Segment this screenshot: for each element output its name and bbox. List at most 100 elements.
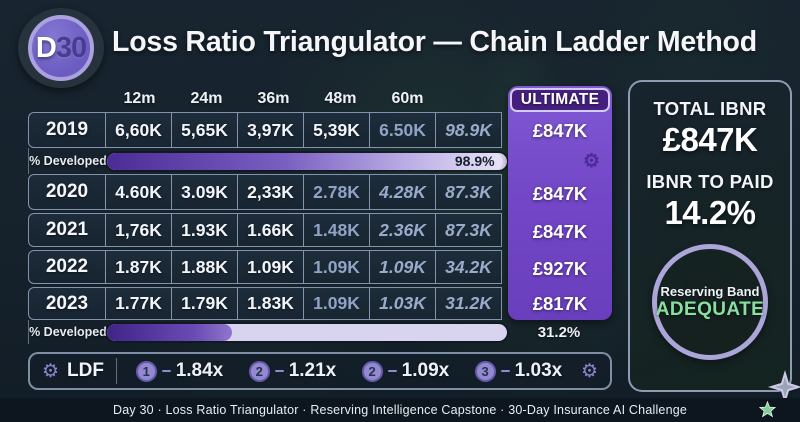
- table-row: 2019 6,60K 5,65K 3,97K 5,39K 6.50K 98.9K: [28, 112, 612, 148]
- loss-value-cell: 1.66K: [237, 213, 304, 247]
- loss-value-cell: 6.50K: [369, 112, 436, 148]
- loss-value-cell: 1.09K: [303, 287, 370, 320]
- logo-letter: D: [35, 31, 57, 64]
- reserving-band-indicator: Reserving Band ADEQUATE: [652, 244, 768, 360]
- developed-row: % Developed 31.2%: [28, 320, 612, 344]
- ultimate-value: £847K: [532, 182, 588, 204]
- ldf-settings-gear-icon-right[interactable]: ⚙: [580, 360, 598, 382]
- ldf-factor-badge: 2: [248, 360, 270, 382]
- ldf-factor-value: 1.84x: [175, 360, 224, 381]
- table-row: 2022 1.87K 1.88K 1.09K 1.09K 1.09K 34.2K: [28, 250, 612, 284]
- ultimate-value: £817K: [532, 292, 588, 314]
- table-row: 2021 1,76K 1.93K 1.66K 1.48K 2.36K 87.3K: [28, 213, 612, 247]
- accident-year-cell: 2019: [28, 112, 106, 148]
- loss-value-cell: 31.2K: [435, 287, 502, 320]
- development-triangle: 12m 24m 36m 48m 60m 2019 6,60K 5,65K 3,97K 5,39K 6…: [28, 86, 612, 344]
- loss-value-cell: 1.09K: [237, 250, 304, 284]
- loss-value-cell: 87.3K: [435, 213, 502, 247]
- ultimate-column: ULTIMATE £847K ⚙ £847K £847K £927K £817K: [508, 86, 612, 320]
- ldf-factor-value: 1.09x: [401, 360, 450, 381]
- reserving-band-label: Reserving Band: [660, 283, 760, 299]
- d30-logo: D 30: [18, 8, 104, 88]
- column-header: 12m: [123, 90, 156, 107]
- loss-value-cell: 5,65K: [171, 112, 238, 148]
- loss-value-cell: 1,76K: [105, 213, 172, 247]
- developed-row: % Developed 98.9%: [28, 148, 612, 174]
- page-title: Loss Ratio Triangulator — Chain Ladder M…: [112, 26, 757, 58]
- loss-value-cell: 1.09K: [303, 250, 370, 284]
- column-header: 48m: [324, 90, 357, 107]
- developed-percent-value: 31.2%: [537, 323, 581, 341]
- loss-value-cell: 2,33K: [237, 174, 304, 210]
- loss-value-cell: 1.88K: [171, 250, 238, 284]
- loss-value-cell: 6,60K: [105, 112, 172, 148]
- ldf-factor-connector: [274, 370, 284, 372]
- loss-value-cell: 1.93K: [171, 213, 238, 247]
- developed-progress-bar: [107, 323, 507, 341]
- ultimate-header: ULTIMATE: [510, 88, 610, 112]
- ldf-factor-connector: [387, 370, 397, 372]
- ldf-factor-badge: 2: [361, 360, 383, 382]
- total-ibnr-value: £847K: [662, 121, 758, 158]
- footer-text: Day 30 · Loss Ratio Triangulator · Reser…: [112, 403, 688, 417]
- ibnr-to-paid-value: 14.2%: [664, 194, 756, 231]
- ldf-divider: [115, 358, 117, 384]
- logo-number: 30: [55, 31, 87, 64]
- loss-value-cell: 34.2K: [435, 250, 502, 284]
- ldf-bar: ⚙ LDF 1 1.84x 2 1.21x 2 1.09x 3 1.03x ⚙: [28, 352, 612, 390]
- accident-year-cell: 2023: [28, 287, 106, 320]
- d30-logo-badge: D 30: [28, 15, 94, 81]
- ultimate-value: £847K: [532, 220, 588, 242]
- metrics-panel: TOTAL IBNR £847K IBNR TO PAID 14.2% Rese…: [628, 80, 800, 404]
- ultimate-value: £927K: [532, 257, 588, 279]
- loss-value-cell: 4.28K: [369, 174, 436, 210]
- developed-label: % Developed: [29, 154, 107, 168]
- reserving-band-value: ADEQUATE: [655, 298, 765, 320]
- ldf-factor-connector: [161, 370, 171, 372]
- ldf-label: LDF: [67, 360, 104, 381]
- ldf-factor: 2 1.09x: [361, 360, 450, 382]
- ldf-factor-badge: 1: [135, 360, 157, 382]
- loss-value-cell: 3.09K: [171, 174, 238, 210]
- loss-value-cell: 1.79K: [171, 287, 238, 320]
- column-header: 24m: [190, 90, 223, 107]
- column-header-row: 12m 24m 36m 48m 60m: [28, 86, 612, 112]
- developed-percent-value: 98.9%: [454, 153, 495, 169]
- loss-value-cell: 4.60K: [105, 174, 172, 210]
- table-row: 2020 4.60K 3.09K 2,33K 2.78K 4.28K 87.3K: [28, 174, 612, 210]
- loss-value-cell: 1.48K: [303, 213, 370, 247]
- loss-value-cell: 87.3K: [435, 174, 502, 210]
- loss-value-cell: 2.36K: [369, 213, 436, 247]
- developed-progress-fill: [107, 323, 232, 341]
- accident-year-cell: 2022: [28, 250, 106, 284]
- footer-bar: Day 30 · Loss Ratio Triangulator · Reser…: [0, 398, 800, 422]
- developed-label: % Developed: [29, 325, 107, 339]
- ldf-factor-value: 1.21x: [288, 360, 337, 381]
- footer-star-icon: [759, 401, 776, 418]
- developed-progress-fill: 98.9%: [107, 152, 503, 170]
- loss-value-cell: 1.87K: [105, 250, 172, 284]
- table-row: 2023 1.77K 1.79K 1.83K 1.09K 1.03K 31.2K: [28, 287, 612, 320]
- ldf-factor: 3 1.03x: [474, 360, 563, 382]
- ultimate-settings-gear-icon[interactable]: ⚙: [582, 150, 600, 172]
- ibnr-to-paid-label: IBNR TO PAID: [646, 171, 774, 192]
- loss-value-cell: 98.9K: [435, 112, 502, 148]
- ultimate-value: £847K: [532, 120, 588, 141]
- column-header: 60m: [391, 90, 424, 107]
- ldf-settings-gear-icon-left[interactable]: ⚙: [42, 360, 60, 382]
- loss-value-cell: 3,97K: [237, 112, 304, 148]
- ldf-factor-list: 1 1.84x 2 1.21x 2 1.09x 3 1.03x: [117, 360, 581, 382]
- sparkle-icon: [768, 370, 800, 404]
- triangle-grid: 12m 24m 36m 48m 60m 2019 6,60K 5,65K 3,97K 5,39K 6…: [28, 86, 612, 344]
- ldf-factor: 2 1.21x: [248, 360, 337, 382]
- loss-value-cell: 1.03K: [369, 287, 436, 320]
- ldf-factor: 1 1.84x: [135, 360, 224, 382]
- ldf-factor-value: 1.03x: [514, 360, 563, 381]
- ldf-factor-badge: 3: [474, 360, 496, 382]
- loss-value-cell: 5,39K: [303, 112, 370, 148]
- loss-value-cell: 1.09K: [369, 250, 436, 284]
- ldf-factor-connector: [500, 370, 510, 372]
- loss-value-cell: 2.78K: [303, 174, 370, 210]
- accident-year-cell: 2021: [28, 213, 106, 247]
- developed-progress-bar: 98.9%: [107, 152, 507, 170]
